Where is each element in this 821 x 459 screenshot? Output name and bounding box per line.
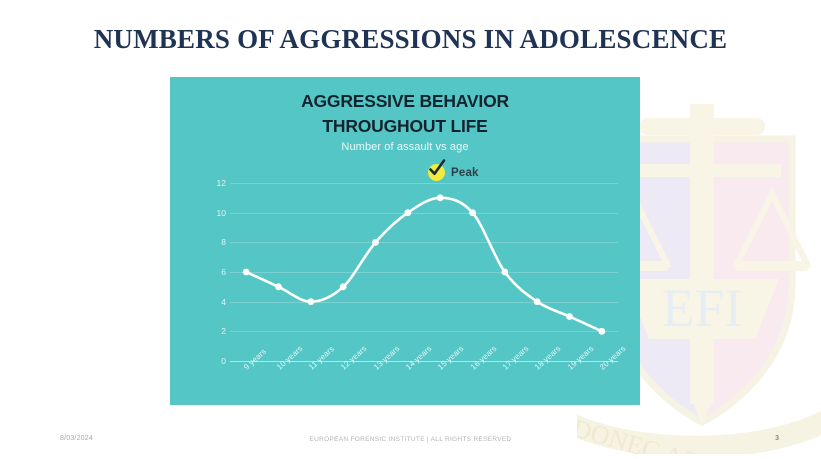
plot-area: 0 2 4 6 8 10 12 bbox=[217, 178, 618, 366]
gridline bbox=[230, 272, 618, 273]
gridline bbox=[230, 242, 618, 244]
gridline bbox=[230, 183, 618, 184]
data-point bbox=[566, 313, 573, 320]
data-point bbox=[533, 298, 541, 306]
footer-date: 8/03/2024 bbox=[60, 435, 93, 442]
y-axis-tick: 2 bbox=[221, 326, 226, 337]
page-number: 3 bbox=[775, 435, 779, 442]
data-point bbox=[436, 194, 444, 202]
peak-annotation: Peak bbox=[428, 159, 479, 181]
page-title: NUMBERS OF AGGRESSIONS IN ADOLESCENCE bbox=[93, 24, 728, 54]
data-point bbox=[275, 283, 282, 291]
data-point bbox=[372, 238, 379, 246]
chart-title-line2: THROUGHOUT LIFE bbox=[322, 116, 488, 136]
series-line bbox=[244, 196, 604, 333]
x-axis-labels: 9 years 10 years 11 years 12 years 13 years 1… bbox=[218, 344, 627, 423]
data-point bbox=[242, 268, 250, 276]
y-axis-tick: 10 bbox=[216, 207, 226, 218]
y-axis-tick: 0 bbox=[221, 356, 226, 366]
chart-title-line1: AGGRESSIVE BEHAVIOR bbox=[301, 91, 509, 111]
chart-title: AGGRESSIVE BEHAVIOR THROUGHOUT LIFE bbox=[170, 89, 640, 139]
check-icon bbox=[428, 159, 446, 181]
line-series bbox=[242, 194, 606, 335]
y-axis-tick: 4 bbox=[221, 296, 226, 307]
data-point bbox=[501, 268, 509, 276]
y-axis-tick: 6 bbox=[221, 267, 226, 277]
data-point bbox=[307, 298, 315, 306]
gridline bbox=[230, 331, 618, 333]
peak-label: Peak bbox=[451, 166, 479, 179]
data-point bbox=[404, 209, 412, 217]
chart-panel: AGGRESSIVE BEHAVIOR THROUGHOUT LIFE Numb… bbox=[170, 77, 640, 405]
data-point bbox=[598, 327, 606, 335]
footer-copyright: EUROPEAN FORENSIC INSTITUTE | ALL RIGHTS… bbox=[309, 436, 512, 443]
y-axis-tick: 8 bbox=[221, 237, 226, 248]
chart-subtitle: Number of assault vs age bbox=[341, 141, 469, 153]
axis-baseline bbox=[230, 361, 618, 363]
data-point bbox=[469, 209, 476, 217]
gridline bbox=[230, 301, 618, 303]
watermark-monogram: EFI bbox=[662, 278, 743, 338]
y-axis-tick: 12 bbox=[216, 178, 226, 188]
gridline bbox=[230, 212, 618, 214]
data-point bbox=[339, 283, 347, 291]
